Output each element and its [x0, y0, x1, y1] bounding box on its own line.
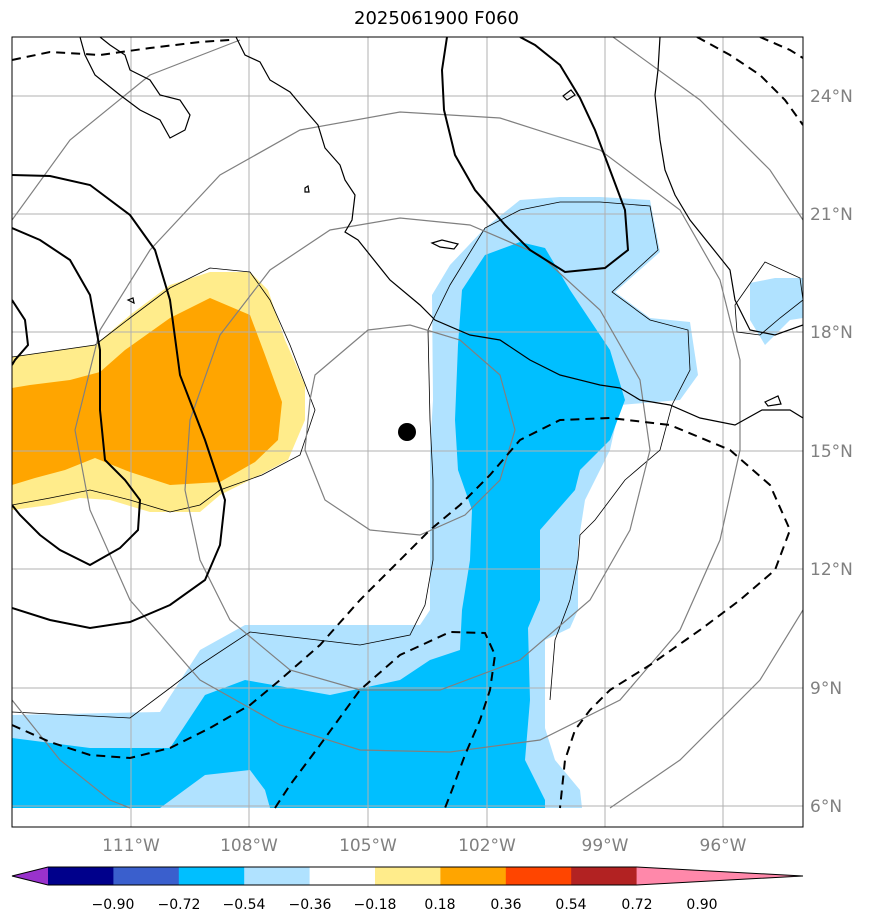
lon-label: 96°W: [700, 836, 747, 856]
lon-label: 99°W: [582, 836, 629, 856]
map-plot-area: [12, 37, 803, 827]
colorbar-segment: [375, 867, 441, 885]
shading-deep-sky-blue: [12, 242, 625, 808]
lon-label: 111°W: [102, 836, 160, 856]
lon-label: 105°W: [339, 836, 397, 856]
lat-label: 24°N: [810, 87, 853, 107]
map-title: 2025061900 F060: [354, 8, 519, 29]
dashed-contours: [12, 37, 803, 809]
lon-labels: 111°W 108°W 105°W 102°W 99°W 96°W: [102, 836, 747, 856]
colorbar-tick-label: 0.72: [621, 897, 652, 913]
colorbar-segment: [571, 867, 638, 885]
colorbar-segment: [505, 867, 572, 885]
colorbar-tick-label: −0.36: [289, 897, 332, 913]
colorbar-extend-high: [636, 867, 803, 885]
colorbar-tick-label: −0.18: [354, 897, 397, 913]
colorbar-tick-label: 0.54: [555, 897, 586, 913]
colorbar-tick-label: −0.72: [158, 897, 201, 913]
lon-label: 108°W: [220, 836, 278, 856]
range-rings: [12, 37, 803, 809]
colorbar-extend-low: [12, 867, 48, 885]
coastlines: [79, 37, 803, 426]
lat-label: 12°N: [810, 560, 853, 580]
lat-labels: 24°N 21°N 18°N 15°N 12°N 9°N 6°N: [810, 87, 853, 817]
colorbar-segment: [440, 867, 507, 885]
colorbar-tick-label: 0.36: [490, 897, 521, 913]
colorbar-segment: [113, 867, 180, 885]
colorbar-segment: [309, 867, 376, 885]
storm-center-marker: [398, 423, 416, 441]
solid-contours: [12, 37, 630, 630]
colorbar-tick-label: 0.18: [424, 897, 455, 913]
lat-label: 15°N: [810, 442, 853, 462]
lat-label: 9°N: [810, 679, 842, 699]
shading-boundary-lines: [12, 201, 803, 719]
lat-label: 18°N: [810, 323, 853, 343]
colorbar-ticks: −0.90 −0.72 −0.54 −0.36 −0.18 0.18 0.36 …: [92, 897, 718, 913]
lat-lon-gridlines: [12, 37, 803, 827]
colorbar-segment: [48, 867, 114, 885]
map-frame: [11, 36, 804, 828]
shading-orange: [12, 298, 282, 485]
colorbar-tick-label: −0.90: [92, 897, 135, 913]
colorbar-tick-label: 0.90: [686, 897, 717, 913]
colorbar: [11, 866, 804, 886]
colorbar-segment: [244, 867, 311, 885]
lat-label: 21°N: [810, 205, 853, 225]
lat-label: 6°N: [810, 797, 842, 817]
colorbar-outline: [11, 866, 804, 886]
lon-label: 102°W: [458, 836, 516, 856]
colorbar-segment: [178, 867, 245, 885]
colorbar-tick-label: −0.54: [223, 897, 266, 913]
